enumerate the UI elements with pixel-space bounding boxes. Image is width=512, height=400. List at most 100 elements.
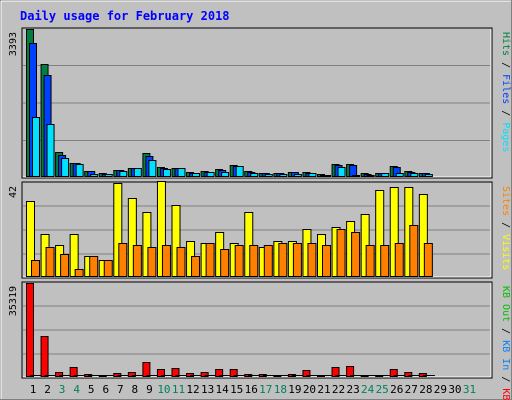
bar-pages-day-7 <box>119 171 128 177</box>
legend: Sites / Visits <box>500 186 511 270</box>
bar-sites-day-4 <box>74 269 84 277</box>
bar-pages-day-5 <box>90 174 99 177</box>
bar-visits-day-7 <box>113 183 123 277</box>
bar-kb-out-day-24 <box>368 375 377 376</box>
bar-pages-day-16 <box>250 173 259 177</box>
x-tick-label-day-7: 7 <box>117 383 124 396</box>
bar-sites-day-11 <box>176 247 186 277</box>
legend-files: Files <box>500 74 511 104</box>
bar-sites-day-9 <box>147 247 157 277</box>
bar-sites-day-21 <box>322 245 331 277</box>
legend-separator: / <box>500 216 511 234</box>
x-tick-label-day-17: 17 <box>259 383 272 396</box>
bar-pages-day-8 <box>133 168 142 177</box>
bar-visits-day-1 <box>26 201 35 277</box>
bar-kb-out-day-26 <box>397 375 406 376</box>
bar-kb-out-day-14 <box>223 375 232 376</box>
bar-kb-f-day-20 <box>302 370 311 377</box>
bar-kb-out-day-19 <box>295 375 304 376</box>
bar-pages-day-10 <box>162 169 171 177</box>
bar-sites-day-19 <box>292 243 302 277</box>
bar-sites-day-12 <box>191 256 201 277</box>
bar-kb-out-day-18 <box>281 375 290 376</box>
bar-pages-day-2 <box>46 124 55 177</box>
x-tick-label-day-11: 11 <box>172 383 185 396</box>
x-tick-label-day-19: 19 <box>288 383 301 396</box>
bar-kb-f-day-8 <box>127 372 136 377</box>
panel-hits-files-pages: 3393 Hits / Files / Pages <box>8 27 511 179</box>
x-tick-label-day-1: 1 <box>30 383 37 396</box>
bar-kb-out-day-7 <box>121 375 130 376</box>
bar-kb-out-day-9 <box>150 375 159 376</box>
bar-sites-day-13 <box>205 243 215 277</box>
bar-sites-day-23 <box>351 232 361 277</box>
legend-kb-out: KB Out <box>500 286 511 322</box>
chart-title: Daily usage for February 2018 <box>20 9 230 23</box>
x-tick-label-day-20: 20 <box>303 383 316 396</box>
bar-kb-f-day-1 <box>26 283 34 377</box>
bar-sites-day-25 <box>380 245 390 277</box>
bar-kb-out-day-3 <box>63 375 72 376</box>
x-tick-label-day-30: 30 <box>448 383 461 396</box>
bar-kb-out-day-11 <box>179 375 188 376</box>
bar-sites-day-27 <box>409 225 419 277</box>
bar-sites-day-18 <box>278 243 288 277</box>
legend: Hits / Files / Pages <box>500 32 511 152</box>
bar-kb-out-day-1 <box>34 375 42 376</box>
bar-kb-out-day-21 <box>325 375 333 376</box>
bar-kb-f-day-22 <box>331 367 340 377</box>
bar-sites-day-3 <box>60 254 70 277</box>
x-tick-label-day-13: 13 <box>201 383 214 396</box>
bar-pages-day-25 <box>381 173 390 177</box>
x-tick-label-day-18: 18 <box>274 383 287 396</box>
bar-visits-day-9 <box>142 212 152 277</box>
x-tick-label-day-9: 9 <box>146 383 153 396</box>
bar-kb-f-day-14 <box>215 369 224 377</box>
bar-kb-out-day-2 <box>48 375 57 376</box>
x-tick-label-day-27: 27 <box>405 383 418 396</box>
x-tick-label-day-21: 21 <box>317 383 330 396</box>
bar-kb-out-day-22 <box>339 375 348 376</box>
bar-kb-out-day-27 <box>412 375 421 376</box>
legend-separator: / <box>500 322 511 340</box>
x-tick-label-day-23: 23 <box>346 383 359 396</box>
bar-pages-day-18 <box>279 174 288 177</box>
bar-pages-day-15 <box>235 166 244 177</box>
legend-separator: / <box>500 104 511 122</box>
bar-pages-day-13 <box>206 172 215 177</box>
bar-sites-day-28 <box>423 243 433 277</box>
bar-visits-day-26 <box>389 187 399 277</box>
bar-pages-day-23 <box>352 175 361 177</box>
y-max-label: 42 <box>8 186 19 198</box>
bar-sites-day-8 <box>132 245 142 277</box>
panel-visits-sites: 42 Sites / Visits <box>8 181 511 279</box>
bar-kb-out-day-17 <box>266 375 275 376</box>
bar-kb-out-day-4 <box>77 375 86 376</box>
bar-kb-f-day-23 <box>346 366 355 377</box>
bar-visits-day-28 <box>418 194 428 277</box>
bar-pages-day-11 <box>177 168 186 177</box>
bar-sites-day-20 <box>307 243 317 277</box>
bar-kb-out-day-6 <box>106 375 115 376</box>
x-axis-day-labels: 1 2 3 4 5 6 7 8 9 10 11 12 13 14 15 16 17 18 19 20 21 22 23 24 2… <box>30 383 476 396</box>
bar-kb-f-day-13 <box>200 372 209 377</box>
bar-visits-day-25 <box>375 190 385 277</box>
x-tick-label-day-10: 10 <box>157 383 170 396</box>
legend-visits: Visits <box>500 234 511 270</box>
bar-kb-out-day-13 <box>208 375 217 376</box>
bar-sites-day-1 <box>31 260 40 277</box>
legend-separator: / <box>500 370 511 388</box>
bar-sites-day-2 <box>45 247 55 277</box>
bar-kb-f-day-15 <box>229 369 238 377</box>
bar-sites-day-24 <box>365 245 375 277</box>
bar-pages-day-19 <box>293 174 302 177</box>
legend-kb-in: KB In <box>500 340 511 370</box>
bar-sites-day-16 <box>249 245 259 277</box>
x-tick-label-day-28: 28 <box>419 383 432 396</box>
x-tick-label-day-26: 26 <box>390 383 403 396</box>
x-tick-label-day-8: 8 <box>132 383 139 396</box>
bar-kb-out-day-20 <box>310 375 319 376</box>
bar-kb-out-day-10 <box>164 375 173 376</box>
